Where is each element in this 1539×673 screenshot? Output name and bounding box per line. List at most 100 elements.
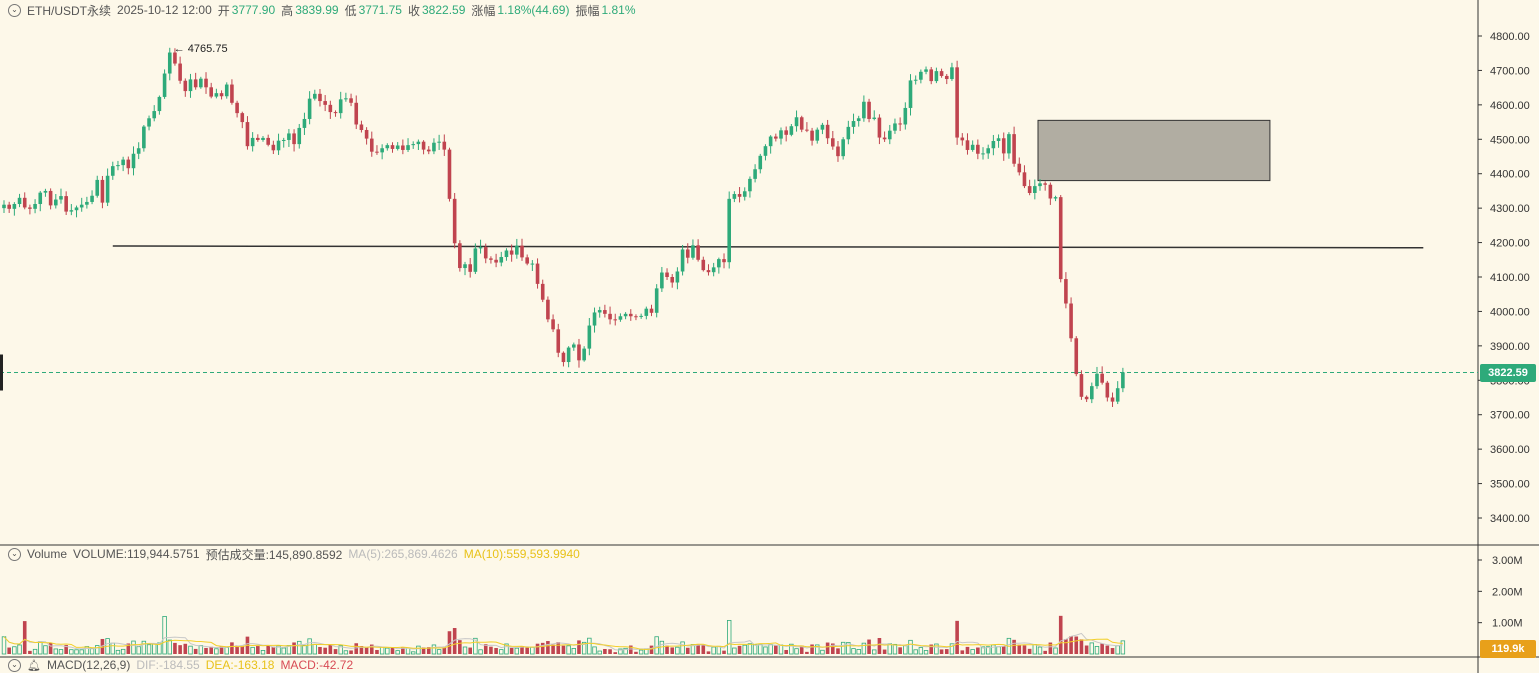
candle-body[interactable]: [784, 130, 788, 135]
candle-body[interactable]: [882, 137, 887, 140]
volume-bar[interactable]: [359, 646, 364, 654]
candle-body[interactable]: [789, 126, 794, 135]
candle-body[interactable]: [831, 138, 835, 147]
candle-body[interactable]: [22, 197, 27, 208]
candle-body[interactable]: [142, 126, 146, 149]
volume-bar[interactable]: [1058, 615, 1063, 654]
candle-body[interactable]: [1095, 373, 1099, 387]
volume-bar[interactable]: [1001, 646, 1006, 654]
candle-body[interactable]: [473, 248, 478, 272]
candle-body[interactable]: [748, 178, 752, 192]
candle-body[interactable]: [1048, 184, 1053, 199]
volume-bar[interactable]: [178, 645, 182, 654]
candle-body[interactable]: [152, 111, 157, 119]
candle-body[interactable]: [717, 259, 721, 268]
candle-body[interactable]: [116, 165, 120, 167]
volume-bar[interactable]: [520, 646, 524, 654]
candle-body[interactable]: [799, 117, 804, 130]
candle-body[interactable]: [572, 344, 576, 348]
candle-body[interactable]: [43, 190, 48, 193]
candle-body[interactable]: [950, 67, 954, 80]
volume-bar[interactable]: [877, 638, 882, 654]
candle-body[interactable]: [178, 63, 182, 81]
candle-body[interactable]: [1115, 388, 1120, 402]
volume-bar[interactable]: [483, 644, 488, 654]
volume-bar[interactable]: [908, 639, 913, 655]
volume-bar[interactable]: [1069, 636, 1073, 654]
volume-bar[interactable]: [955, 620, 959, 654]
candle-body[interactable]: [670, 277, 675, 283]
candle-body[interactable]: [167, 52, 172, 74]
candle-body[interactable]: [711, 267, 716, 273]
volume-bar[interactable]: [260, 650, 266, 655]
volume-bar[interactable]: [22, 621, 27, 654]
candle-body[interactable]: [281, 139, 286, 141]
candle-body[interactable]: [592, 312, 597, 326]
volume-bar[interactable]: [209, 646, 213, 654]
candle-body[interactable]: [877, 117, 882, 138]
candle-body[interactable]: [380, 148, 384, 153]
volume-bar[interactable]: [597, 650, 602, 655]
candle-body[interactable]: [872, 117, 877, 119]
volume-bar[interactable]: [711, 646, 716, 655]
volume-bar[interactable]: [737, 645, 742, 654]
candle-body[interactable]: [794, 117, 799, 127]
candle-body[interactable]: [1007, 134, 1011, 154]
volume-bar[interactable]: [323, 647, 327, 654]
volume-bar[interactable]: [58, 649, 64, 655]
volume-bar[interactable]: [28, 650, 32, 654]
volume-bar[interactable]: [722, 650, 726, 654]
candle-body[interactable]: [649, 308, 654, 313]
candle-body[interactable]: [1043, 183, 1047, 185]
candle-body[interactable]: [675, 271, 680, 283]
volume-bar[interactable]: [333, 649, 338, 654]
candle-body[interactable]: [287, 133, 291, 140]
candle-body[interactable]: [499, 257, 504, 263]
candle-body[interactable]: [970, 144, 975, 150]
volume-bar[interactable]: [551, 644, 555, 654]
volume-bar[interactable]: [509, 647, 514, 654]
candle-body[interactable]: [323, 101, 327, 105]
collapse-chevron-icon[interactable]: ⌄: [8, 547, 21, 561]
volume-bar[interactable]: [401, 647, 405, 654]
volume-bar[interactable]: [411, 651, 416, 655]
volume-bar[interactable]: [292, 642, 296, 654]
candle-body[interactable]: [1038, 183, 1042, 187]
volume-bar[interactable]: [120, 648, 126, 655]
candle-body[interactable]: [110, 166, 115, 176]
candle-body[interactable]: [1121, 372, 1125, 389]
candle-body[interactable]: [976, 144, 980, 154]
candle-body[interactable]: [644, 308, 649, 316]
candle-body[interactable]: [230, 84, 234, 103]
volume-bar[interactable]: [805, 651, 809, 654]
candle-body[interactable]: [204, 78, 208, 88]
volume-bar[interactable]: [872, 649, 877, 655]
candle-body[interactable]: [919, 71, 923, 80]
candle-body[interactable]: [509, 250, 514, 255]
candle-body[interactable]: [266, 137, 270, 145]
volume-bar[interactable]: [685, 647, 690, 654]
candle-body[interactable]: [483, 247, 488, 259]
volume-bar[interactable]: [696, 643, 700, 654]
candle-body[interactable]: [214, 93, 219, 97]
candle-body[interactable]: [1064, 279, 1068, 304]
candle-body[interactable]: [2, 204, 6, 209]
candle-body[interactable]: [333, 112, 338, 114]
volume-bar[interactable]: [297, 640, 302, 655]
volume-bar[interactable]: [1053, 647, 1058, 655]
volume-bar[interactable]: [266, 645, 270, 654]
candle-body[interactable]: [908, 80, 913, 108]
volume-bar[interactable]: [468, 647, 472, 654]
candle-body[interactable]: [1079, 374, 1084, 397]
volume-bar[interactable]: [1110, 648, 1115, 654]
candle-body[interactable]: [960, 137, 965, 141]
volume-bar[interactable]: [1, 636, 7, 655]
candle-body[interactable]: [504, 250, 509, 258]
volume-bar[interactable]: [525, 647, 529, 654]
volume-bar[interactable]: [774, 645, 778, 654]
candle-body[interactable]: [452, 198, 457, 244]
candle-body[interactable]: [820, 124, 825, 130]
volume-bar[interactable]: [680, 641, 685, 655]
volume-bar[interactable]: [1089, 642, 1094, 655]
volume-bar[interactable]: [923, 650, 929, 655]
